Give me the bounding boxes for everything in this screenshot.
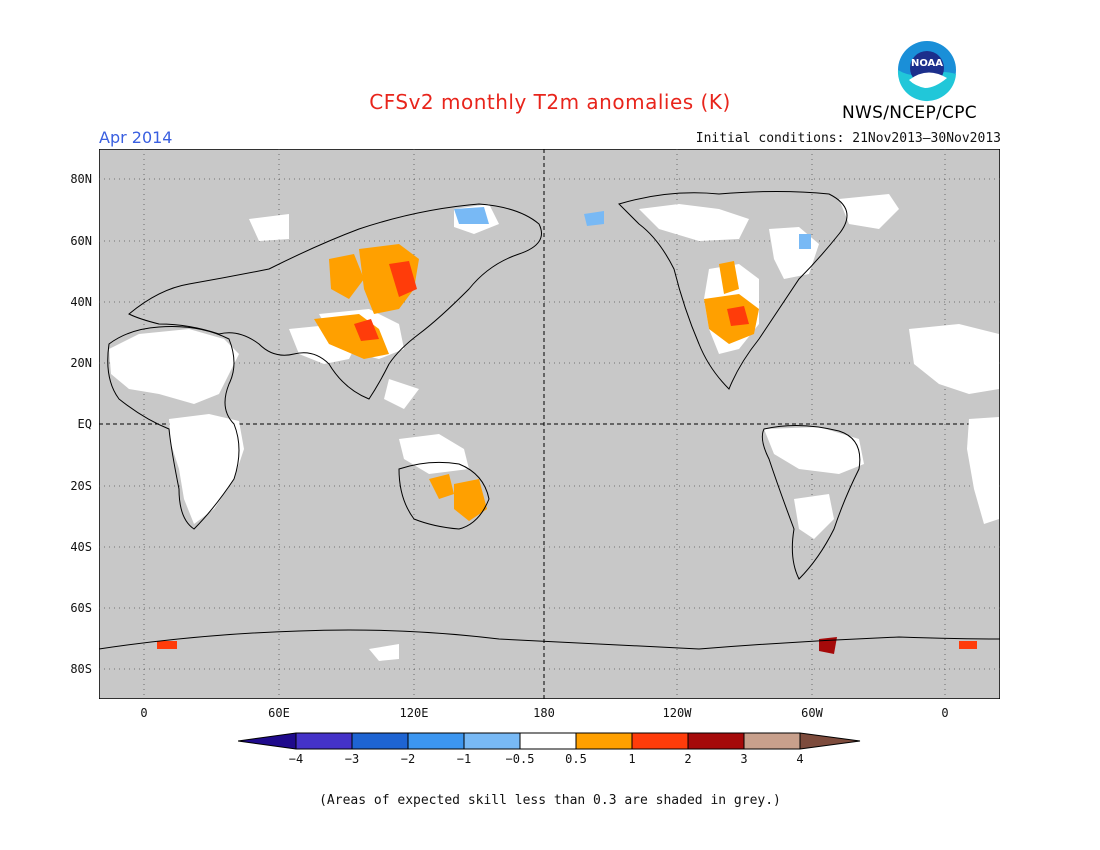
lat-label: 80S — [70, 662, 92, 676]
world-map — [99, 149, 1000, 699]
lat-label: 40N — [70, 295, 92, 309]
colorbar-label: 1 — [628, 752, 636, 766]
forecast-month: Apr 2014 — [99, 128, 173, 147]
colorbar-swatch — [296, 733, 352, 749]
colorbar-swatch — [464, 733, 520, 749]
lat-label: 40S — [70, 540, 92, 554]
colorbar-label: −4 — [288, 752, 304, 766]
colorbar-label: −1 — [456, 752, 472, 766]
lat-label: 80N — [70, 172, 92, 186]
colorbar-swatch — [576, 733, 632, 749]
cool-anomalies — [454, 207, 811, 249]
agency-label: NWS/NCEP/CPC — [842, 103, 977, 123]
lat-label: EQ — [77, 417, 92, 431]
lon-label: 0 — [140, 706, 148, 720]
colorbar-swatch — [688, 733, 744, 749]
colorbar-label: 3 — [740, 752, 748, 766]
lon-label: 0 — [941, 706, 949, 720]
lon-label: 180 — [533, 706, 555, 720]
coastlines — [99, 191, 1000, 650]
colorbar-arrow-right — [800, 733, 860, 749]
colorbar-label: −3 — [344, 752, 360, 766]
colorbar-arrow-left — [238, 733, 296, 749]
skill-note: (Areas of expected skill less than 0.3 a… — [319, 793, 781, 808]
colorbar-label: −0.5 — [505, 752, 535, 766]
logo-text: NOAA — [911, 58, 943, 69]
lon-label: 120W — [662, 706, 692, 720]
initial-conditions: Initial conditions: 21Nov2013–30Nov2013 — [695, 131, 1001, 146]
colorbar — [238, 732, 861, 750]
warm-anomalies — [157, 244, 977, 654]
colorbar-swatch — [352, 733, 408, 749]
lat-label: 60S — [70, 601, 92, 615]
lon-label: 120E — [399, 706, 429, 720]
colorbar-label: −2 — [400, 752, 416, 766]
colorbar-label: 0.5 — [565, 752, 587, 766]
colorbar-swatch — [632, 733, 688, 749]
lon-label: 60W — [801, 706, 823, 720]
colorbar-swatch — [520, 733, 576, 749]
colorbar-label: 2 — [684, 752, 692, 766]
colorbar-swatch — [408, 733, 464, 749]
colorbar-label: 4 — [796, 752, 804, 766]
lat-label: 20S — [70, 479, 92, 493]
lat-label: 20N — [70, 356, 92, 370]
map-title: CFSv2 monthly T2m anomalies (K) — [369, 90, 731, 114]
lon-label: 60E — [268, 706, 290, 720]
colorbar-swatch — [744, 733, 800, 749]
lat-label: 60N — [70, 234, 92, 248]
noaa-logo: NOAA — [896, 39, 958, 102]
